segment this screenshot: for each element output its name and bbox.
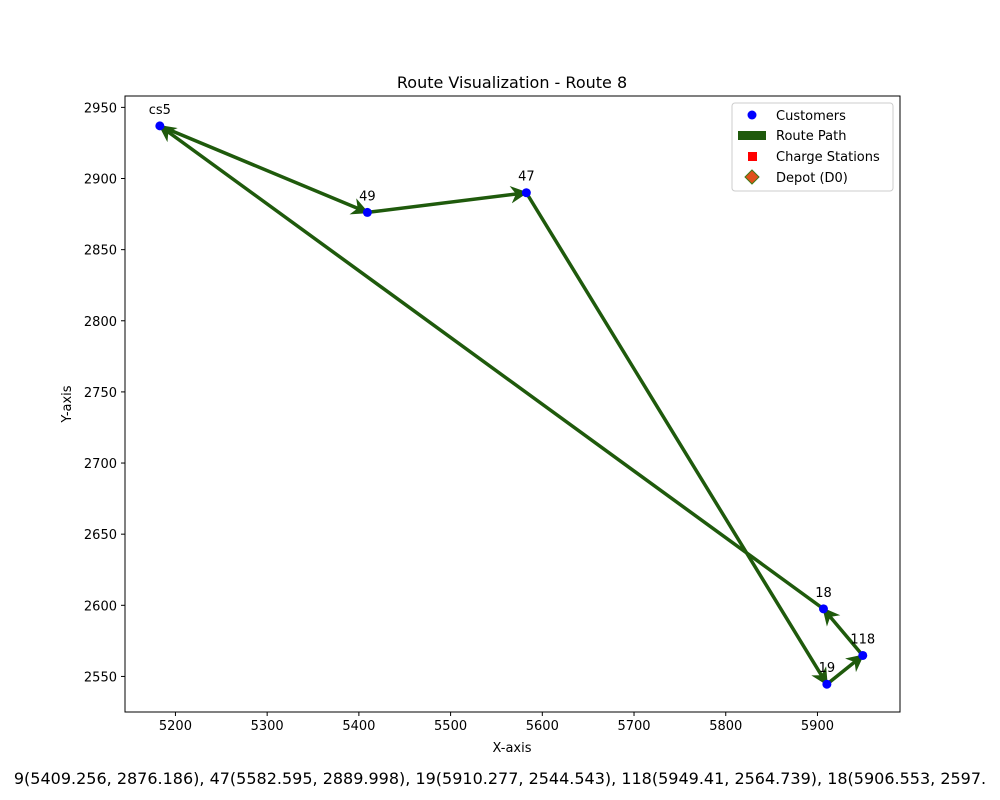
x-tick-label: 5500 — [434, 719, 467, 734]
x-tick-label: 5900 — [801, 719, 834, 734]
station-cs5-point — [155, 121, 165, 131]
station-cs5-label: cs5 — [149, 103, 171, 118]
y-tick-label: 2700 — [84, 457, 117, 472]
y-tick-label: 2850 — [84, 244, 117, 259]
customer-118-label: 118 — [850, 632, 875, 647]
route-segment — [158, 124, 370, 215]
x-tick-label: 5400 — [342, 719, 375, 734]
customer-47-point — [521, 188, 531, 198]
route-segment — [524, 190, 829, 686]
customer-49-label: 49 — [359, 189, 376, 204]
legend-charge-marker — [748, 152, 757, 161]
data-points: 49 47 19 118 18 cs5 — [149, 103, 875, 689]
legend-customers-marker — [747, 110, 757, 120]
legend-depot-label: Depot (D0) — [776, 171, 848, 186]
legend: Customers Route Path Charge Stations Dep… — [731, 102, 894, 192]
route-path — [158, 124, 865, 686]
legend-customers-label: Customers — [776, 109, 846, 124]
legend-depot-marker — [744, 169, 760, 185]
route-segment — [825, 653, 865, 686]
y-tick-label: 2900 — [84, 173, 117, 188]
y-tick-label: 2650 — [84, 528, 117, 543]
customer-19-point — [822, 679, 832, 689]
customer-18-point — [818, 604, 828, 614]
legend-charge-label: Charge Stations — [776, 150, 880, 165]
route-segment — [158, 124, 826, 611]
x-tick-label: 5300 — [251, 719, 284, 734]
legend-box — [731, 102, 894, 192]
y-tick-label: 2600 — [84, 599, 117, 614]
customer-118-point — [858, 650, 868, 660]
y-tick-label: 2750 — [84, 386, 117, 401]
chart-title: Route Visualization - Route 8 — [397, 73, 627, 92]
x-axis-ticks: 5200 5300 5400 5500 5600 5700 5800 5900 — [159, 712, 834, 734]
customer-47-label: 47 — [518, 170, 535, 185]
x-tick-label: 5600 — [526, 719, 559, 734]
customer-18-label: 18 — [815, 586, 832, 601]
y-tick-label: 2800 — [84, 315, 117, 330]
plot-frame — [124, 95, 901, 713]
y-tick-label: 2550 — [84, 670, 117, 685]
customer-49-point — [362, 207, 372, 217]
route-segment — [821, 607, 865, 658]
x-tick-label: 5700 — [617, 719, 650, 734]
route-segment — [365, 185, 529, 215]
y-axis-ticks: 2550 2600 2650 2700 2750 2800 2850 2900 2950 — [84, 101, 125, 685]
x-tick-label: 5200 — [159, 719, 192, 734]
x-axis-label: X-axis — [493, 741, 532, 756]
route-coordinates-text: 9(5409.256, 2876.186), 47(5582.595, 2889… — [14, 769, 986, 788]
y-axis-label: Y-axis — [60, 385, 75, 423]
y-tick-label: 2950 — [84, 101, 117, 116]
legend-route-label: Route Path — [776, 129, 846, 144]
x-tick-label: 5800 — [709, 719, 742, 734]
customer-19-label: 19 — [819, 661, 836, 676]
legend-route-marker — [738, 131, 766, 140]
